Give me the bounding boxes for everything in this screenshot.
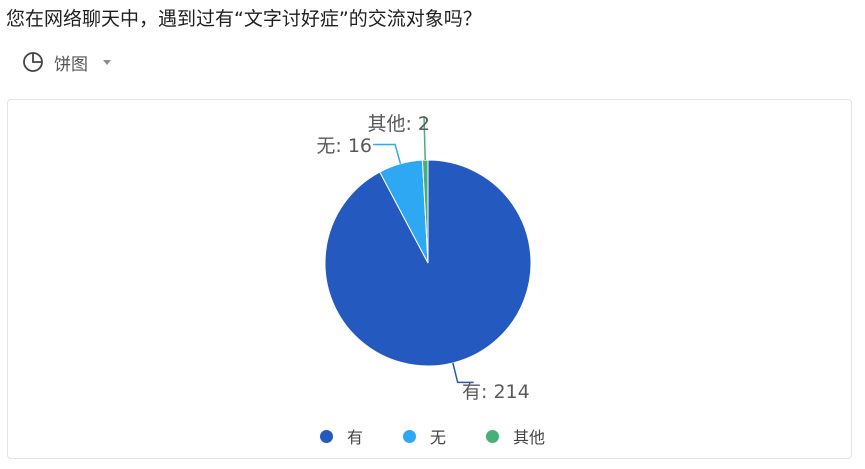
chart-legend: 有 无 其他 xyxy=(0,424,865,448)
data-label-wu: 无: 16 xyxy=(316,135,372,157)
legend-label-other: 其他 xyxy=(513,428,546,447)
chart-type-label: 饼图 xyxy=(54,54,88,75)
question-title: 您在网络聊天中，遇到过有“文字讨好症”的交流对象吗？ xyxy=(6,8,482,30)
legend-marker-wu xyxy=(402,429,416,443)
legend-marker-other xyxy=(486,429,499,443)
legend-marker-you xyxy=(319,429,333,443)
data-label-other: 其他: 2 xyxy=(367,113,430,135)
pie-chart-icon xyxy=(23,52,43,72)
leader-line-other xyxy=(423,116,426,161)
legend-item-you[interactable]: 有 xyxy=(319,424,363,448)
legend-label-wu: 无 xyxy=(429,428,446,447)
data-label-you: 有: 214 xyxy=(462,381,530,403)
legend-label-you: 有 xyxy=(346,428,363,447)
legend-item-other[interactable]: 其他 xyxy=(486,424,545,448)
caret-down-icon xyxy=(103,60,111,65)
legend-item-wu[interactable]: 无 xyxy=(402,424,446,448)
leader-line-you xyxy=(452,362,474,384)
chart-type-dropdown[interactable]: 饼图 xyxy=(22,49,112,75)
leader-line-wu xyxy=(373,143,402,164)
